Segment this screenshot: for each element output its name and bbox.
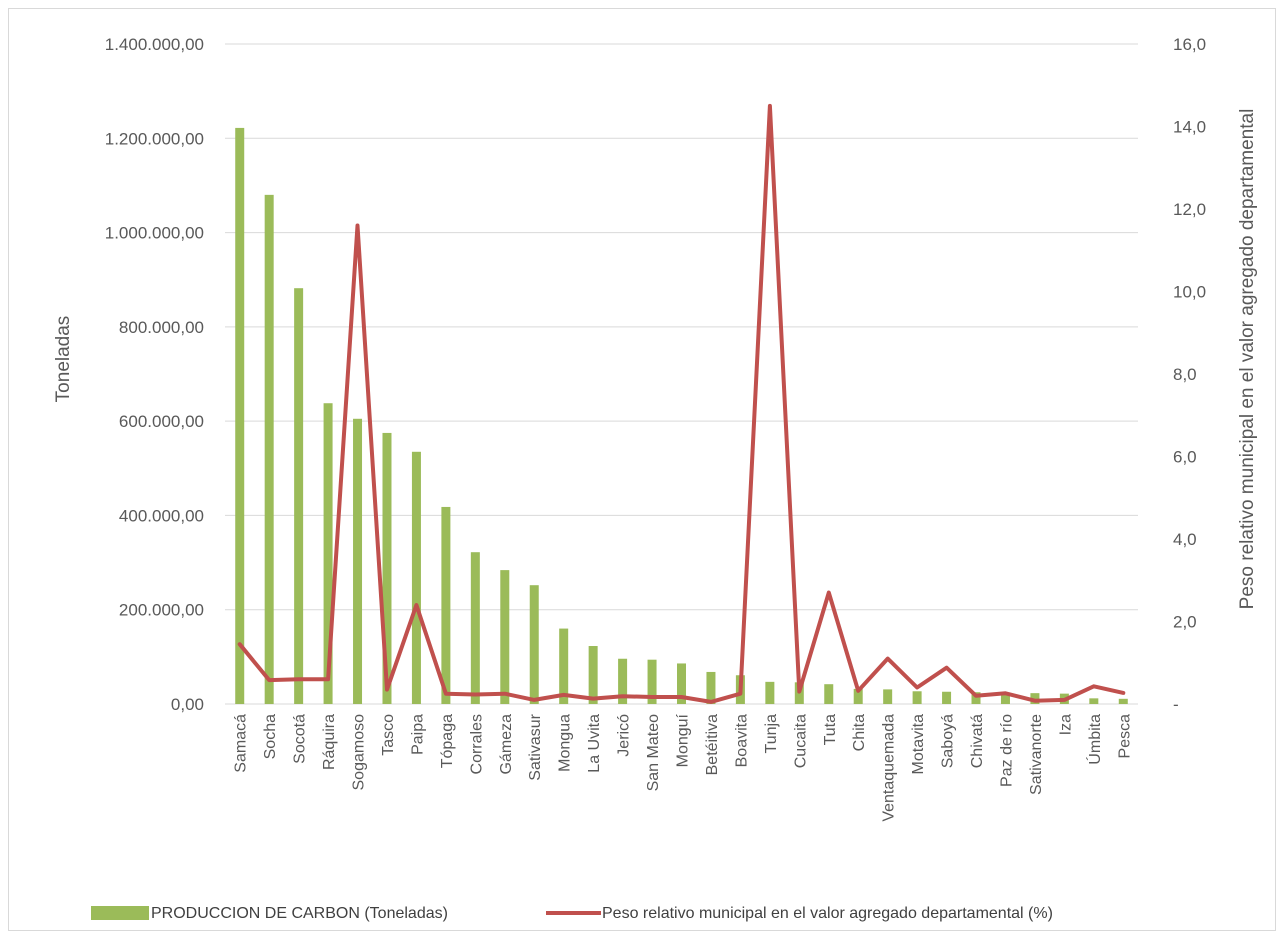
bar — [1000, 692, 1010, 704]
bar — [971, 692, 981, 704]
bar — [529, 585, 539, 704]
x-category-label: Motavita — [910, 714, 927, 775]
x-category-label: Mongua — [557, 714, 574, 772]
bar — [912, 691, 922, 704]
y-right-tick-label: 16,0 — [1173, 35, 1206, 54]
y-right-axis-title: Peso relativo municipal en el valor agre… — [1237, 109, 1258, 610]
x-category-label: La Uvita — [586, 714, 603, 773]
y-left-tick-label: 600.000,00 — [119, 412, 204, 431]
x-category-label: Saboyá — [940, 714, 957, 768]
y-left-tick-label: 400.000,00 — [119, 506, 204, 525]
bar — [353, 418, 363, 704]
bar — [235, 127, 245, 704]
x-category-label: Gámeza — [498, 714, 515, 775]
bar — [441, 506, 451, 704]
bar — [323, 403, 333, 704]
bar — [264, 194, 274, 704]
x-category-label: Tópaga — [439, 714, 456, 768]
bar-series-produccion — [235, 127, 1128, 704]
bar — [677, 663, 686, 704]
y-right-tick-label: 12,0 — [1173, 200, 1206, 219]
bar — [588, 646, 598, 704]
chart-frame: 0,00 200.000,00 400.000,00 600.000,00 800.00… — [8, 8, 1276, 931]
x-category-label: Ventaquemada — [881, 714, 898, 822]
x-category-label: Samacá — [233, 714, 250, 773]
x-category-label: Iza — [1057, 714, 1074, 735]
x-category-label: Socotá — [292, 714, 309, 764]
x-category-label: Ráquira — [321, 714, 338, 770]
y-left-axis-title: Toneladas — [53, 316, 74, 403]
x-category-label: Sativanorte — [1028, 714, 1045, 795]
x-category-label: Úmbita — [1085, 714, 1104, 765]
y-right-tick-label: 2,0 — [1173, 613, 1197, 632]
y-left-tick-labels: 0,00 200.000,00 400.000,00 600.000,00 800.00… — [105, 35, 204, 714]
bar — [382, 432, 392, 704]
x-category-label: Cucaita — [792, 714, 809, 768]
x-category-label: Boavita — [733, 714, 750, 767]
x-category-label: Monguí — [675, 713, 692, 767]
bar — [647, 659, 657, 704]
bar — [942, 691, 952, 704]
bar — [883, 689, 893, 704]
line-path — [237, 103, 1126, 704]
x-category-label: Sogamoso — [351, 714, 368, 791]
bar — [1118, 698, 1128, 704]
bar — [824, 684, 834, 704]
x-category-label: Tasco — [380, 714, 397, 756]
legend-swatch-produccion — [91, 906, 149, 920]
x-category-label: Corrales — [468, 714, 485, 774]
y-right-tick-label: - — [1173, 695, 1179, 714]
bar — [500, 570, 510, 704]
bar — [559, 628, 569, 704]
bar — [470, 552, 480, 704]
x-category-label: Tunja — [763, 714, 780, 754]
x-category-label: Paipa — [409, 714, 426, 755]
x-category-label: Paz de río — [999, 714, 1016, 787]
y-right-tick-label: 8,0 — [1173, 365, 1197, 384]
x-category-label: Chita — [851, 714, 868, 751]
x-category-label: Chivatá — [969, 714, 986, 768]
y-left-tick-label: 200.000,00 — [119, 601, 204, 620]
x-category-label: Sativasur — [527, 713, 544, 780]
legend: PRODUCCION DE CARBON (Toneladas) Peso re… — [91, 905, 1053, 922]
x-category-label: Socha — [262, 714, 279, 759]
bar — [765, 681, 775, 704]
y-right-tick-labels: - 2,0 4,0 6,0 8,0 10,0 12,0 14,0 16,0 — [1173, 35, 1206, 714]
y-left-tick-label: 1.000.000,00 — [105, 224, 204, 243]
y-left-tick-label: 1.400.000,00 — [105, 35, 204, 54]
x-category-label: Tuta — [822, 714, 839, 746]
y-left-tick-label: 0,00 — [171, 695, 204, 714]
bar — [853, 688, 863, 704]
y-left-tick-label: 1.200.000,00 — [105, 129, 204, 148]
combo-chart: 0,00 200.000,00 400.000,00 600.000,00 800.00… — [53, 35, 1258, 922]
legend-label-produccion: PRODUCCION DE CARBON (Toneladas) — [151, 905, 448, 922]
bar — [1030, 693, 1040, 704]
x-category-labels: Samacá Socha Socotá Ráquira Sogamoso Tasco Pai… — [233, 713, 1134, 821]
line-series-peso-relativo — [237, 103, 1126, 704]
y-right-tick-label: 10,0 — [1173, 283, 1206, 302]
bar — [294, 288, 304, 704]
x-category-label: Jericó — [616, 714, 633, 757]
x-category-label: Pesca — [1116, 714, 1133, 759]
bar — [706, 671, 716, 704]
y-left-tick-label: 800.000,00 — [119, 318, 204, 337]
y-right-tick-label: 6,0 — [1173, 448, 1197, 467]
y-right-tick-label: 4,0 — [1173, 530, 1197, 549]
bar — [411, 451, 421, 704]
y-right-tick-label: 14,0 — [1173, 118, 1206, 137]
bar — [1089, 698, 1099, 704]
x-category-label: San Mateo — [645, 714, 662, 791]
bar — [618, 658, 628, 704]
x-category-label: Betéitiva — [704, 714, 721, 775]
legend-label-peso-relativo: Peso relativo municipal en el valor agre… — [602, 905, 1053, 922]
